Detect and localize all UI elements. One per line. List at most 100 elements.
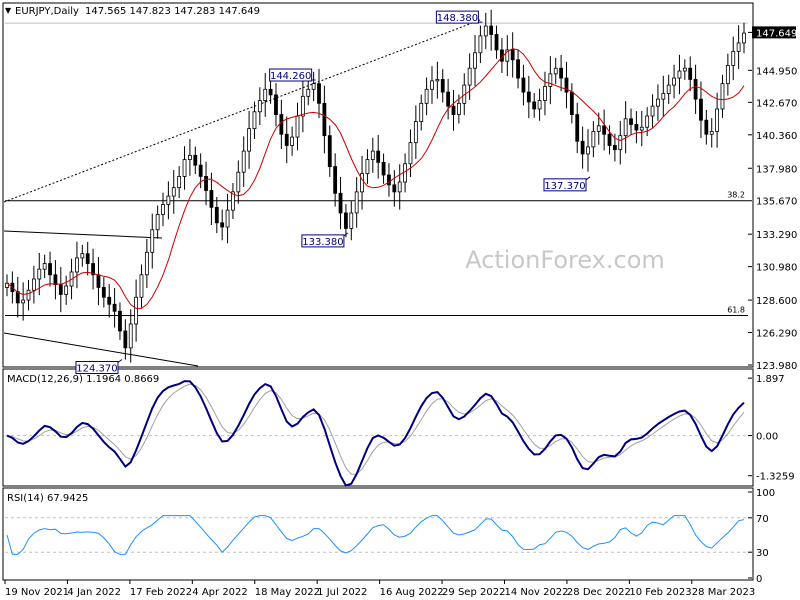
candle-body xyxy=(376,150,381,163)
candle-body xyxy=(521,77,526,93)
rsi-axis: 100 70 30 0 xyxy=(748,488,775,585)
candle-body xyxy=(537,100,542,110)
candle-body xyxy=(575,114,580,142)
trendlines xyxy=(3,19,481,367)
annotation-box xyxy=(75,361,119,375)
candle-body xyxy=(101,287,106,298)
candle-body xyxy=(424,88,429,104)
x-tick-label: 1 Jul 2022 xyxy=(317,587,367,598)
candle-body xyxy=(725,64,730,85)
candle-body xyxy=(731,50,736,66)
macd-tick-label: 1.897 xyxy=(756,374,785,385)
candle-body xyxy=(586,146,590,155)
candle-body xyxy=(365,159,370,175)
candle-body xyxy=(430,80,434,90)
candle-body xyxy=(532,101,537,110)
candle-body xyxy=(107,296,112,305)
candle-body xyxy=(48,263,52,276)
candle-body xyxy=(435,79,440,82)
candle-body xyxy=(247,128,251,152)
candle-body xyxy=(112,303,117,312)
fib-level-label: 38.2 xyxy=(727,191,745,200)
candle-body xyxy=(155,213,160,231)
candle-body xyxy=(666,84,671,94)
candle-body xyxy=(634,124,639,131)
candle-body xyxy=(295,115,300,138)
candle-body xyxy=(564,77,569,93)
annotation-pointer xyxy=(117,359,123,363)
price-tick-label: 128.600 xyxy=(756,296,797,307)
price-tick-label: 126.290 xyxy=(756,329,797,340)
channel-upper-line xyxy=(3,230,163,239)
price-tick-label: 123.980 xyxy=(756,361,797,372)
candle-body xyxy=(26,289,31,301)
candle-body xyxy=(128,323,133,349)
price-tick-label: 135.670 xyxy=(756,197,797,208)
candle-body xyxy=(709,131,714,135)
candlestick-series xyxy=(5,9,746,363)
candle-body xyxy=(31,278,36,291)
candle-body xyxy=(257,100,262,113)
candle-body xyxy=(553,67,558,75)
candle-body xyxy=(96,274,101,288)
dropdown-arrow-icon[interactable]: ▼ xyxy=(5,6,12,15)
candle-body xyxy=(274,94,278,115)
candle-body xyxy=(440,79,445,93)
candle-body xyxy=(645,115,650,128)
candle-body xyxy=(736,42,741,52)
candle-body xyxy=(473,52,477,69)
x-tick-label: 4 Apr 2022 xyxy=(192,587,247,598)
rsi-line xyxy=(6,515,745,555)
price-tick-label: 142.670 xyxy=(756,98,797,109)
candle-body xyxy=(526,91,531,103)
price-annotation: 133.380 xyxy=(301,232,349,248)
ohlc-values: 147.565 147.823 147.283 147.649 xyxy=(85,6,260,17)
annotation-box xyxy=(435,10,479,24)
candle-body xyxy=(656,98,660,107)
rsi-tick-label: 100 xyxy=(756,488,775,499)
candle-body xyxy=(672,77,676,86)
candle-body xyxy=(489,25,494,35)
macd-signal-line xyxy=(6,383,745,475)
candle-body xyxy=(607,133,612,146)
candle-body xyxy=(290,136,295,146)
candle-body xyxy=(419,102,424,123)
candle-body xyxy=(214,206,219,224)
candle-body xyxy=(602,125,607,135)
candle-body xyxy=(580,140,585,155)
price-tick-label: 137.980 xyxy=(756,164,797,175)
candle-body xyxy=(209,190,214,208)
candle-body xyxy=(85,253,90,264)
macd-tick-label: -1.3259 xyxy=(756,472,795,483)
annotation-label: 144.260 xyxy=(270,71,311,82)
candle-body xyxy=(139,274,144,298)
candle-body xyxy=(397,181,402,193)
candle-body xyxy=(263,88,268,101)
candle-body xyxy=(451,105,456,115)
rsi-tick-label: 70 xyxy=(756,514,769,525)
x-tick-label: 16 Aug 2022 xyxy=(380,587,444,598)
macd-axis: 1.897 0.00 -1.3259 xyxy=(748,374,795,483)
candle-body xyxy=(42,263,47,270)
candle-body xyxy=(344,212,348,229)
candle-body xyxy=(699,98,703,121)
candle-body xyxy=(483,25,488,37)
x-tick-label: 10 Feb 2023 xyxy=(629,587,691,598)
candle-body xyxy=(311,83,316,90)
last-price-label: 147.649 xyxy=(756,28,797,39)
candle-body xyxy=(693,79,698,100)
candle-body xyxy=(15,291,20,304)
candle-body xyxy=(322,102,327,137)
rsi-series xyxy=(5,515,748,555)
candle-body xyxy=(629,118,633,125)
x-tick-label: 28 Mar 2023 xyxy=(692,587,755,598)
price-annotation: 144.260 xyxy=(269,68,316,82)
annotation-label: 137.370 xyxy=(544,181,585,192)
candle-body xyxy=(91,263,95,276)
candle-body xyxy=(392,184,397,193)
macd-panel-frame xyxy=(2,368,754,487)
candle-body xyxy=(360,173,364,193)
candle-body xyxy=(279,114,284,135)
